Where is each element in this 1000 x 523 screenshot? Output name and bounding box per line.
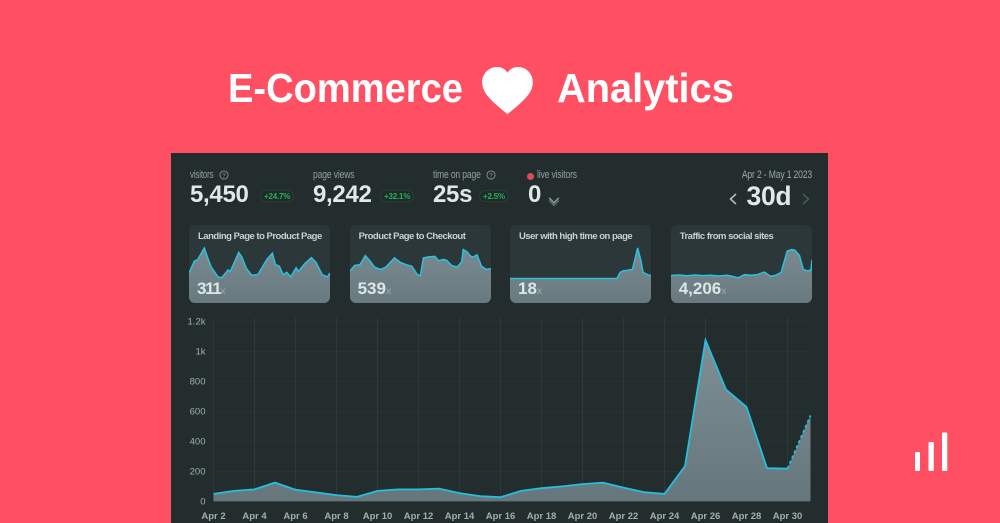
svg-text:1k: 1k (195, 347, 205, 358)
svg-text:?: ? (222, 172, 226, 179)
svg-text:Apr 16: Apr 16 (486, 511, 516, 522)
svg-text:800: 800 (190, 377, 206, 388)
svg-text:1.2k: 1.2k (188, 317, 206, 328)
svg-text:Apr 20: Apr 20 (568, 511, 598, 522)
svg-text:Apr 22: Apr 22 (609, 511, 639, 522)
svg-text:Apr 2: Apr 2 (201, 511, 225, 522)
svg-text:Apr 6: Apr 6 (283, 511, 307, 522)
svg-text:Apr 28: Apr 28 (732, 511, 762, 522)
svg-text:Apr 18: Apr 18 (527, 511, 557, 522)
svg-text:400: 400 (190, 437, 206, 448)
svg-text:0: 0 (200, 497, 205, 508)
svg-text:Apr 10: Apr 10 (363, 511, 393, 522)
svg-text:Apr 4: Apr 4 (242, 511, 267, 522)
svg-text:?: ? (489, 172, 493, 179)
svg-text:600: 600 (190, 407, 206, 418)
svg-text:Apr 8: Apr 8 (324, 511, 348, 522)
svg-text:Apr 14: Apr 14 (445, 511, 475, 522)
svg-text:Apr 30: Apr 30 (773, 511, 803, 522)
svg-text:Apr 24: Apr 24 (650, 511, 680, 522)
svg-text:200: 200 (190, 467, 206, 478)
svg-text:Apr 26: Apr 26 (691, 511, 721, 522)
svg-text:Apr 12: Apr 12 (404, 511, 434, 522)
